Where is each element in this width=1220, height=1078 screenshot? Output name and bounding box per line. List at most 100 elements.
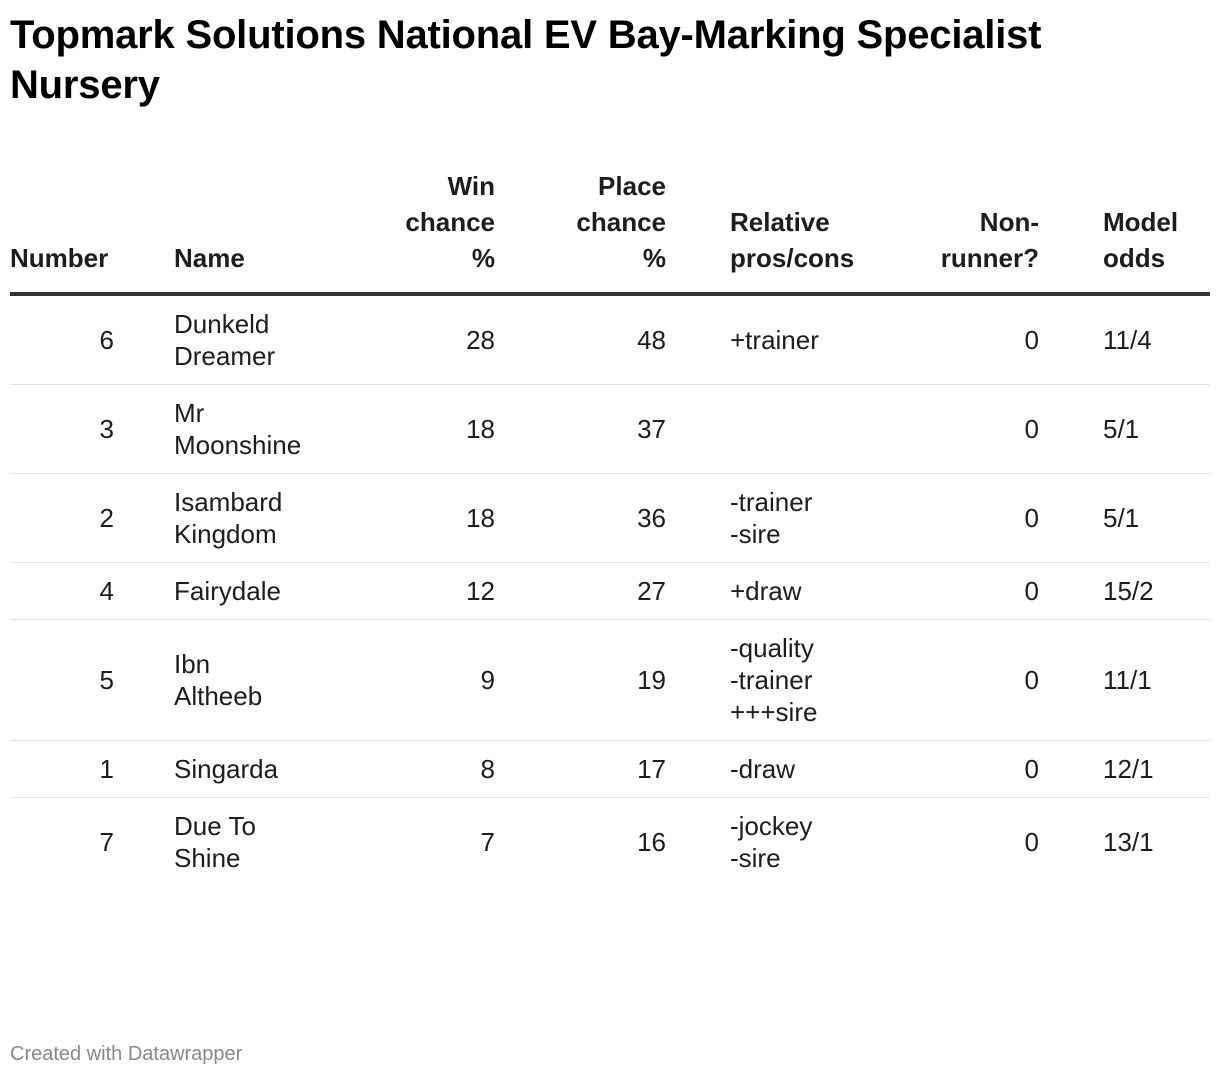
cell-line: Moonshine [174, 430, 302, 460]
cell-place-chance: 27 [495, 562, 666, 620]
cell-number: 2 [10, 473, 174, 563]
cell-model-odds: 13/1 [1103, 827, 1154, 857]
cell-line: Kingdom [174, 519, 277, 549]
cell-line: -trainer [730, 487, 813, 517]
cell-line: -draw [730, 754, 796, 784]
column-header-place-chance[interactable]: Place chance % [495, 160, 666, 296]
cell-name: Dunkeld Dreamer [174, 294, 350, 385]
header-line: % [471, 243, 495, 273]
cell-non-runner: 0 [886, 740, 1039, 798]
cell-line: -quality [730, 633, 814, 663]
header-row: Number Name Win chance % Place chance % … [10, 160, 1210, 296]
table-row: 2 Isambard Kingdom 18 36 -trainer -sire 0 5/1 [10, 473, 1210, 563]
table-row: 5 Ibn Altheeb 9 19 -quality -trainer +++sire 0 11… [10, 619, 1210, 741]
cell-line: Fairydale [174, 576, 281, 606]
table-title: Topmark Solutions National EV Bay-Markin… [10, 13, 1042, 107]
cell-win-chance: 18 [350, 473, 495, 563]
cell-number: 6 [10, 294, 174, 385]
cell-model-odds: 12/1 [1039, 740, 1210, 798]
cell-place-chance: 19 [495, 619, 666, 741]
table-body: 6 Dunkeld Dreamer 28 48 +trainer 0 11/4 3 Mr Moons… [10, 294, 1210, 886]
cell-win-chance: 8 [350, 740, 495, 798]
cell-non-runner: 0 [886, 294, 1039, 385]
cell-line: Dunkeld [174, 309, 270, 339]
cell-line: -jockey [730, 811, 813, 841]
cell-model-odds: 11/1 [1039, 619, 1210, 741]
cell-non-runner: 0 [886, 473, 1039, 563]
runners-table: Number Name Win chance % Place chance % … [10, 160, 1210, 886]
table-row: 7 Due To Shine 7 16 -jockey -sire 0 13/1 [10, 798, 1210, 887]
cell-relative-pros-cons: -draw [666, 740, 886, 798]
cell-name: Ibn Altheeb [174, 619, 350, 741]
cell-win-chance: 28 [350, 294, 495, 385]
cell-number: 7 [99, 827, 114, 857]
header-line: chance [576, 207, 666, 237]
cell-name: Mr Moonshine [174, 384, 350, 474]
cell-place-chance: 36 [495, 473, 666, 563]
column-header-name[interactable]: Name [174, 160, 350, 296]
header-line: Place [598, 171, 666, 201]
table-row: 6 Dunkeld Dreamer 28 48 +trainer 0 11/4 [10, 294, 1210, 385]
cell-win-chance: 9 [350, 619, 495, 741]
cell-line: +trainer [730, 325, 819, 355]
cell-relative-pros-cons: -jockey -sire [666, 798, 886, 887]
column-header-model-odds[interactable]: Model odds [1039, 160, 1210, 296]
cell-win-chance: 7 [480, 827, 495, 857]
cell-line: +draw [730, 576, 802, 606]
cell-relative-pros-cons: +draw [666, 562, 886, 620]
cell-model-odds: 5/1 [1039, 473, 1210, 563]
cell-non-runner: 0 [886, 384, 1039, 474]
header-line: chance [405, 207, 495, 237]
cell-name: Fairydale [174, 562, 350, 620]
header-line: Relative [730, 207, 830, 237]
cell-relative-pros-cons: -trainer -sire [666, 473, 886, 563]
column-header-win-chance[interactable]: Win chance % [350, 160, 495, 296]
cell-line: Isambard [174, 487, 283, 517]
cell-number: 1 [10, 740, 174, 798]
column-header-non-runner[interactable]: Non- runner? [886, 160, 1039, 296]
cell-place-chance: 48 [495, 294, 666, 385]
table-row: 3 Mr Moonshine 18 37 0 5/1 [10, 384, 1210, 474]
cell-line: Mr [174, 398, 205, 428]
column-header-number[interactable]: Number [10, 160, 174, 296]
cell-line: -sire [730, 519, 781, 549]
cell-line: -trainer [730, 665, 813, 695]
cell-place-chance: 16 [637, 827, 666, 857]
cell-line: Ibn [174, 649, 211, 679]
cell-number: 3 [10, 384, 174, 474]
cell-relative-pros-cons: -quality -trainer +++sire [666, 619, 886, 741]
cell-non-runner: 0 [886, 562, 1039, 620]
cell-place-chance: 37 [495, 384, 666, 474]
cell-line: +++sire [730, 697, 818, 727]
cell-name: Isambard Kingdom [174, 473, 350, 563]
cell-name: Due To Shine [174, 798, 350, 887]
cell-line: Shine [174, 843, 241, 873]
header-line: odds [1103, 243, 1166, 273]
header-line: pros/cons [730, 243, 855, 273]
table-row: 4 Fairydale 12 27 +draw 0 15/2 [10, 562, 1210, 620]
cell-number: 4 [10, 562, 174, 620]
header-line: Non- [979, 207, 1039, 237]
header-line: % [642, 243, 666, 273]
table-header: Number Name Win chance % Place chance % … [10, 160, 1210, 296]
cell-line: Due To [174, 811, 256, 841]
cell-line: Dreamer [174, 341, 276, 371]
column-header-relative-pros-cons[interactable]: Relative pros/cons [666, 160, 886, 296]
header-line: runner? [940, 243, 1039, 273]
cell-number: 5 [10, 619, 174, 741]
table-row: 1 Singarda 8 17 -draw 0 12/1 [10, 740, 1210, 798]
cell-non-runner: 0 [1024, 827, 1039, 857]
header-line: Model [1103, 207, 1179, 237]
cell-place-chance: 17 [495, 740, 666, 798]
cell-name: Singarda [174, 740, 350, 798]
cell-relative-pros-cons: +trainer [666, 294, 886, 385]
cell-model-odds: 15/2 [1039, 562, 1210, 620]
footer-credit: Created with Datawrapper [10, 1043, 243, 1065]
cell-line: Altheeb [174, 681, 263, 711]
cell-non-runner: 0 [886, 619, 1039, 741]
cell-line: Singarda [174, 754, 279, 784]
cell-line: -sire [730, 843, 781, 873]
header-line: Win [447, 171, 495, 201]
cell-model-odds: 11/4 [1039, 294, 1210, 385]
cell-model-odds: 5/1 [1039, 384, 1210, 474]
